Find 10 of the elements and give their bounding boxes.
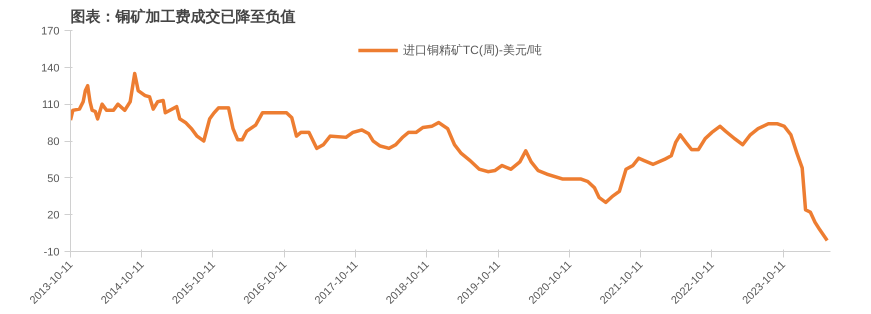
y-tick-label: 20 (47, 210, 60, 222)
line-series (70, 72, 829, 242)
y-tick-label: -10 (44, 246, 60, 258)
y-tick-label: 140 (41, 62, 60, 74)
y-tick-label: 110 (42, 99, 60, 112)
y-tick-label: 50 (47, 172, 60, 185)
y-tick-label: 170 (41, 26, 60, 38)
y-tick-label: 80 (47, 136, 60, 148)
chart-title: 图表：铜矿加工费成交已降至负值 (70, 8, 296, 26)
legend-label: 进口铜精矿TC(周)-美元/吨 (402, 42, 542, 58)
